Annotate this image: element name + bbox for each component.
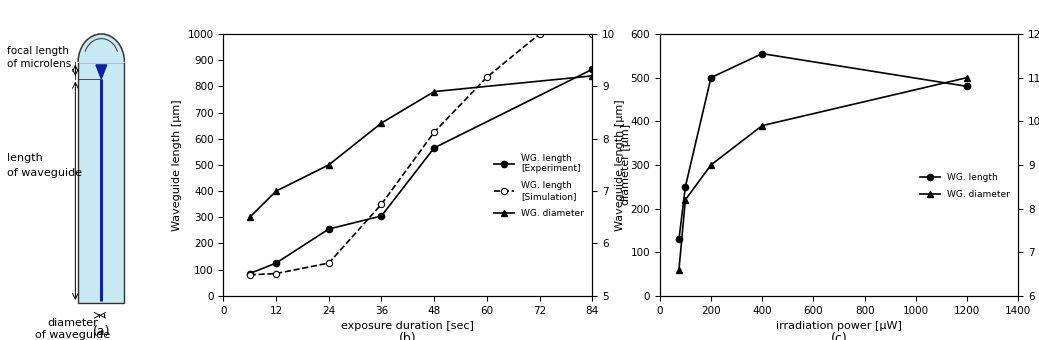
Text: of microlens: of microlens xyxy=(7,59,72,69)
Y-axis label: Waveguide length [μm]: Waveguide length [μm] xyxy=(172,99,182,231)
Polygon shape xyxy=(78,34,125,62)
Text: (a): (a) xyxy=(92,325,110,338)
Text: (c): (c) xyxy=(830,332,848,340)
Legend: WG. length, WG. diameter: WG. length, WG. diameter xyxy=(916,169,1014,203)
Text: (b): (b) xyxy=(399,332,417,340)
Bar xyxy=(78,62,125,303)
Text: of waveguide: of waveguide xyxy=(35,330,110,340)
Y-axis label: Waveguide length [μm]: Waveguide length [μm] xyxy=(615,99,624,231)
Text: focal length: focal length xyxy=(7,46,69,56)
X-axis label: exposure duration [sec]: exposure duration [sec] xyxy=(342,321,474,331)
Text: length: length xyxy=(7,153,43,163)
Text: diameter: diameter xyxy=(47,318,98,328)
Legend: WG. length
[Experiment], WG. length
[Simulation], WG. diameter: WG. length [Experiment], WG. length [Sim… xyxy=(490,150,588,221)
Y-axis label: diameter [μm]: diameter [μm] xyxy=(620,124,631,205)
Polygon shape xyxy=(96,65,107,79)
Text: of waveguide: of waveguide xyxy=(7,168,82,178)
X-axis label: irradiation power [μW]: irradiation power [μW] xyxy=(776,321,902,331)
